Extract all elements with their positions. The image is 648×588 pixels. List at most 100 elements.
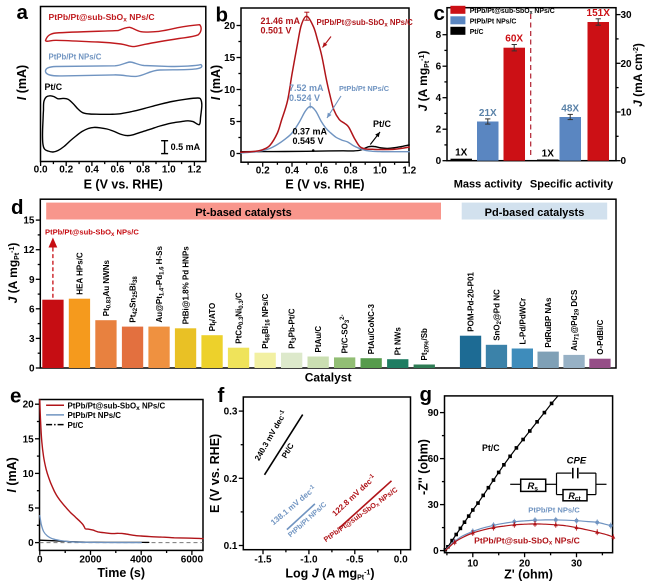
- svg-text:E (V vs. RHE): E (V vs. RHE): [208, 434, 222, 513]
- svg-text:PtPb/Pt@sub-SbOx NPs/C: PtPb/Pt@sub-SbOx NPs/C: [474, 536, 580, 547]
- svg-text:21.46 mA: 21.46 mA: [261, 16, 301, 26]
- svg-text:PtPb/Pt@sub-SbOx NPs/C: PtPb/Pt@sub-SbOx NPs/C: [49, 12, 155, 24]
- svg-text:0: 0: [28, 538, 34, 549]
- svg-text:0.5 mA: 0.5 mA: [171, 142, 201, 152]
- svg-text:1X: 1X: [455, 148, 468, 159]
- svg-text:1.0: 1.0: [162, 165, 176, 176]
- svg-text:Pt NWs: Pt NWs: [394, 327, 403, 356]
- svg-text:60: 60: [428, 454, 440, 465]
- svg-text:15: 15: [23, 216, 35, 227]
- svg-text:PtBi@1.8% Pd HNPs: PtBi@1.8% Pd HNPs: [182, 246, 191, 325]
- svg-text:Z' (ohm): Z' (ohm): [504, 567, 553, 581]
- svg-text:5: 5: [230, 117, 236, 128]
- svg-text:15: 15: [23, 434, 35, 445]
- svg-text:0.8: 0.8: [344, 165, 358, 176]
- svg-text:0: 0: [29, 364, 35, 375]
- svg-text:O-PdBi/C: O-PdBi/C: [596, 319, 605, 354]
- svg-text:PtPb/Pt NPs/C: PtPb/Pt NPs/C: [339, 84, 390, 93]
- svg-text:Pt0.83Au NWNs: Pt0.83Au NWNs: [102, 260, 113, 317]
- svg-text:3: 3: [29, 334, 35, 345]
- svg-text:20: 20: [23, 400, 35, 411]
- svg-text:Log J (A mgPt-1): Log J (A mgPt-1): [285, 567, 374, 582]
- svg-text:12: 12: [23, 245, 35, 256]
- svg-text:a: a: [17, 1, 29, 24]
- svg-text:PtPb/Pt NPs/C: PtPb/Pt NPs/C: [49, 53, 102, 62]
- svg-text:5: 5: [28, 504, 34, 515]
- svg-text:0.0: 0.0: [34, 165, 48, 176]
- svg-text:48X: 48X: [561, 103, 579, 114]
- svg-text:2: 2: [436, 125, 442, 136]
- svg-text:21X: 21X: [479, 108, 497, 119]
- svg-text:E (V vs. RHE): E (V vs. RHE): [84, 177, 163, 191]
- svg-text:Pt/C: Pt/C: [373, 119, 392, 129]
- svg-text:PtPb/Pt@sub-SbOx NPs/C: PtPb/Pt@sub-SbOx NPs/C: [68, 401, 166, 412]
- svg-text:0.2: 0.2: [59, 165, 73, 176]
- svg-text:30: 30: [571, 559, 583, 570]
- svg-text:I (mA): I (mA): [5, 457, 19, 492]
- svg-text:Catalyst: Catalyst: [305, 371, 352, 385]
- svg-text:Pd-based catalysts: Pd-based catalysts: [485, 207, 585, 219]
- svg-text:PtPb/Pt NPs/C: PtPb/Pt NPs/C: [470, 19, 517, 26]
- svg-text:151X: 151X: [587, 8, 611, 19]
- svg-text:0: 0: [436, 156, 442, 167]
- svg-text:10: 10: [467, 559, 479, 570]
- svg-text:20: 20: [621, 59, 633, 70]
- svg-text:6: 6: [29, 304, 35, 315]
- svg-text:0.6: 0.6: [314, 165, 328, 176]
- svg-text:J (mA cm-2): J (mA cm-2): [631, 43, 645, 107]
- svg-text:1.2: 1.2: [402, 165, 416, 176]
- svg-text:0: 0: [433, 546, 439, 557]
- svg-text:6: 6: [436, 62, 442, 73]
- svg-text:1X: 1X: [542, 149, 555, 160]
- svg-text:PtPb/Pt NPs/C: PtPb/Pt NPs/C: [528, 506, 580, 515]
- svg-text:10: 10: [23, 469, 35, 480]
- svg-text:0.2: 0.2: [256, 165, 270, 176]
- svg-text:c: c: [434, 2, 445, 25]
- svg-text:Rs: Rs: [527, 481, 538, 493]
- svg-text:0: 0: [37, 554, 43, 565]
- svg-text:-1.0: -1.0: [300, 554, 318, 565]
- svg-text:0.524 V: 0.524 V: [289, 93, 320, 103]
- svg-text:Pt/C: Pt/C: [470, 29, 484, 36]
- svg-text:1.0: 1.0: [373, 165, 387, 176]
- svg-text:PtPb/Pt@sub-SbOx NPs/C: PtPb/Pt@sub-SbOx NPs/C: [45, 228, 139, 238]
- svg-text:PtAu/C: PtAu/C: [314, 326, 323, 353]
- svg-text:I (mA): I (mA): [209, 65, 223, 100]
- svg-text:15: 15: [224, 53, 236, 64]
- svg-text:10: 10: [621, 108, 633, 119]
- svg-text:1.2: 1.2: [187, 165, 201, 176]
- svg-text:Specific activity: Specific activity: [530, 179, 614, 191]
- svg-text:0.545 V: 0.545 V: [293, 136, 324, 146]
- svg-text:8: 8: [436, 30, 442, 41]
- svg-text:Pt/C-SO32-: Pt/C-SO32-: [340, 314, 351, 353]
- svg-text:0.2: 0.2: [224, 474, 238, 485]
- svg-text:Pt68Bi16 NPs/C: Pt68Bi16 NPs/C: [261, 293, 272, 348]
- svg-text:7.52 mA: 7.52 mA: [289, 83, 324, 93]
- svg-text:f: f: [218, 384, 225, 407]
- svg-text:CPE: CPE: [567, 456, 587, 467]
- svg-text:PtPb/Pt NPs/C: PtPb/Pt NPs/C: [68, 411, 122, 420]
- svg-text:0.4: 0.4: [285, 165, 299, 176]
- svg-text:Pt3Pb-Pt/C: Pt3Pb-Pt/C: [288, 308, 299, 348]
- svg-text:9: 9: [29, 275, 35, 286]
- svg-text:PdRuBP NAs: PdRuBP NAs: [544, 297, 553, 348]
- svg-text:0: 0: [230, 149, 236, 160]
- svg-text:Pt-based catalysts: Pt-based catalysts: [195, 207, 292, 219]
- svg-text:Ptf/ATO: Ptf/ATO: [208, 303, 219, 331]
- svg-text:Pt/C: Pt/C: [45, 82, 63, 92]
- svg-text:Pt20%/Sb: Pt20%/Sb: [420, 328, 431, 361]
- svg-text:g: g: [420, 383, 433, 406]
- svg-text:10: 10: [224, 85, 236, 96]
- svg-text:b: b: [216, 4, 229, 27]
- svg-text:Au71@Pd29 DCS: Au71@Pd29 DCS: [570, 289, 581, 351]
- svg-text:Au@Pt1.4-Pd1.6 H-Ss: Au@Pt1.4-Pd1.6 H-Ss: [155, 246, 166, 323]
- svg-text:20: 20: [519, 559, 531, 570]
- svg-text:60X: 60X: [505, 34, 523, 45]
- svg-text:HEA HPs/C: HEA HPs/C: [76, 252, 85, 295]
- svg-text:Mass activity: Mass activity: [454, 179, 523, 191]
- svg-text:POM-Pd-20-P01: POM-Pd-20-P01: [467, 272, 476, 332]
- svg-text:PtPb/Pt@sub-SbOx NPs/C: PtPb/Pt@sub-SbOx NPs/C: [470, 8, 555, 16]
- svg-text:Pt/C: Pt/C: [68, 421, 84, 430]
- svg-text:-Z'' (ohm): -Z'' (ohm): [417, 439, 431, 495]
- svg-text:0.1: 0.1: [224, 541, 238, 552]
